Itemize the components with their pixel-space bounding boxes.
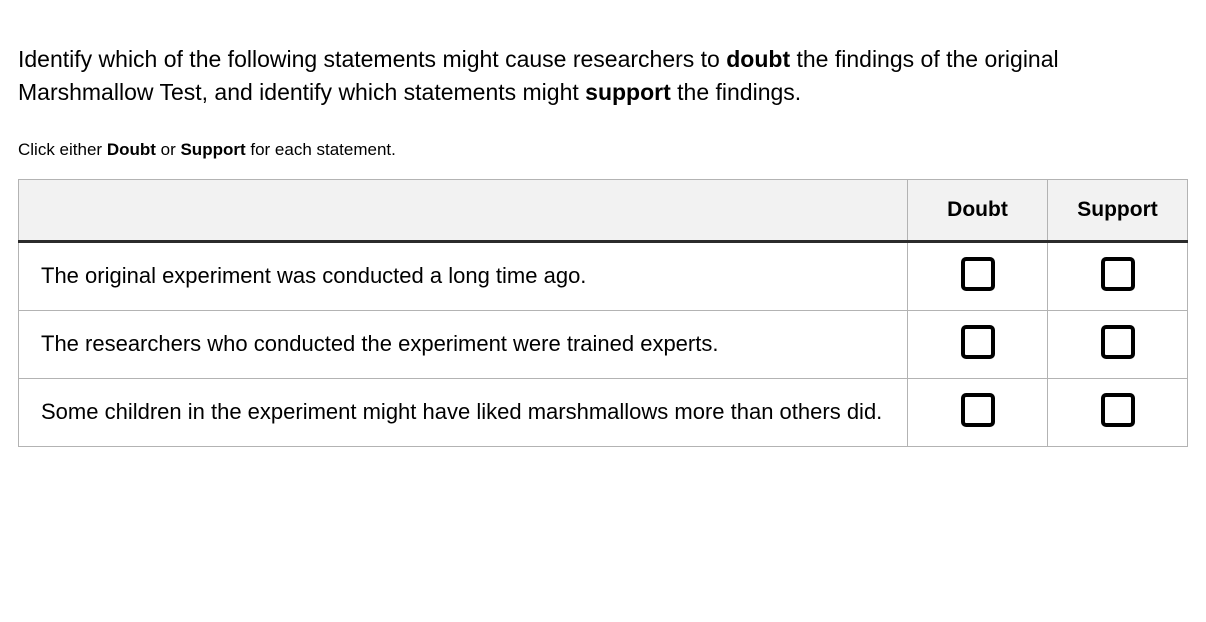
question-prompt: Identify which of the following statemen… bbox=[18, 43, 1188, 110]
doubt-cell bbox=[908, 242, 1048, 311]
doubt-checkbox[interactable] bbox=[961, 257, 995, 291]
statement-cell: The researchers who conducted the experi… bbox=[19, 311, 908, 379]
sub-keyword-doubt: Doubt bbox=[107, 140, 156, 159]
table-row: The researchers who conducted the experi… bbox=[19, 311, 1188, 379]
support-checkbox[interactable] bbox=[1101, 393, 1135, 427]
table-row: The original experiment was conducted a … bbox=[19, 242, 1188, 311]
sub-text-pre: Click either bbox=[18, 140, 107, 159]
table-header-blank bbox=[19, 180, 908, 242]
table-row: Some children in the experiment might ha… bbox=[19, 379, 1188, 447]
doubt-checkbox[interactable] bbox=[961, 325, 995, 359]
support-cell bbox=[1048, 242, 1188, 311]
statements-table: Doubt Support The original experiment wa… bbox=[18, 179, 1188, 446]
doubt-checkbox[interactable] bbox=[961, 393, 995, 427]
prompt-keyword-support: support bbox=[585, 79, 671, 105]
statement-cell: The original experiment was conducted a … bbox=[19, 242, 908, 311]
support-checkbox[interactable] bbox=[1101, 325, 1135, 359]
sub-text-post: for each statement. bbox=[246, 140, 396, 159]
table-header-row: Doubt Support bbox=[19, 180, 1188, 242]
support-cell bbox=[1048, 311, 1188, 379]
doubt-cell bbox=[908, 311, 1048, 379]
table-header-doubt: Doubt bbox=[908, 180, 1048, 242]
sub-keyword-support: Support bbox=[180, 140, 245, 159]
support-checkbox[interactable] bbox=[1101, 257, 1135, 291]
statement-cell: Some children in the experiment might ha… bbox=[19, 379, 908, 447]
sub-instruction: Click either Doubt or Support for each s… bbox=[18, 138, 1188, 162]
sub-text-mid: or bbox=[156, 140, 181, 159]
table-header-support: Support bbox=[1048, 180, 1188, 242]
prompt-text-pre: Identify which of the following statemen… bbox=[18, 46, 726, 72]
support-cell bbox=[1048, 379, 1188, 447]
prompt-keyword-doubt: doubt bbox=[726, 46, 790, 72]
doubt-cell bbox=[908, 379, 1048, 447]
prompt-text-post: the findings. bbox=[671, 79, 801, 105]
